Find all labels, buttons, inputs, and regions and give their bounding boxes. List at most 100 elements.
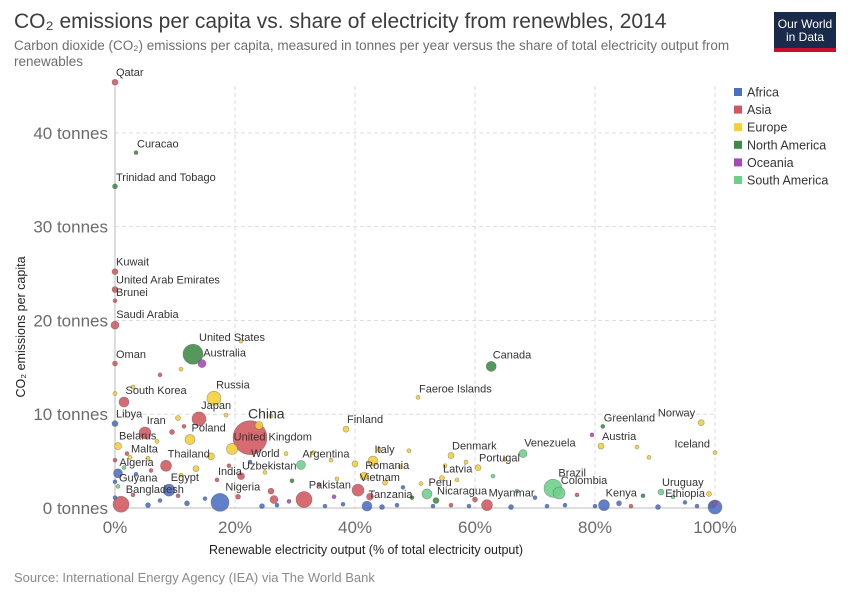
- data-point[interactable]: [400, 485, 406, 490]
- point-australia[interactable]: [197, 359, 207, 368]
- data-point[interactable]: [366, 492, 374, 501]
- data-point[interactable]: [448, 502, 454, 508]
- data-point[interactable]: [175, 415, 181, 421]
- data-point[interactable]: [328, 457, 334, 463]
- point-nigeria[interactable]: [210, 493, 230, 512]
- data-point[interactable]: [226, 463, 232, 469]
- legend-item-europe[interactable]: Europe: [747, 121, 787, 135]
- data-point[interactable]: [157, 372, 163, 378]
- point-italy[interactable]: [367, 455, 379, 467]
- data-point[interactable]: [589, 432, 595, 438]
- point-peru[interactable]: [421, 488, 433, 500]
- point-brunei[interactable]: [112, 298, 118, 304]
- data-point[interactable]: [133, 471, 139, 477]
- data-point[interactable]: [655, 504, 661, 510]
- point-vietnam[interactable]: [351, 483, 365, 497]
- data-point[interactable]: [490, 473, 496, 479]
- point-argentina[interactable]: [296, 460, 306, 470]
- data-point[interactable]: [112, 391, 118, 396]
- data-point[interactable]: [634, 444, 640, 450]
- data-point[interactable]: [181, 424, 187, 429]
- data-point[interactable]: [616, 500, 622, 507]
- data-point[interactable]: [262, 470, 268, 475]
- data-point[interactable]: [640, 493, 646, 499]
- data-point[interactable]: [112, 495, 118, 500]
- data-point[interactable]: [472, 496, 478, 503]
- data-point[interactable]: [274, 502, 280, 508]
- data-point[interactable]: [706, 491, 712, 497]
- data-point[interactable]: [145, 455, 151, 461]
- data-point[interactable]: [269, 495, 279, 504]
- data-point[interactable]: [340, 501, 346, 507]
- data-point[interactable]: [254, 421, 264, 430]
- data-point[interactable]: [628, 503, 634, 509]
- data-point[interactable]: [238, 338, 244, 344]
- legend-item-oceania[interactable]: Oceania: [747, 156, 794, 170]
- data-point[interactable]: [124, 451, 130, 456]
- point-venezuela[interactable]: [518, 449, 528, 458]
- point-oman[interactable]: [112, 360, 118, 367]
- point-iran[interactable]: [138, 426, 152, 440]
- data-point[interactable]: [235, 493, 241, 500]
- legend-item-asia[interactable]: Asia: [747, 103, 771, 117]
- point-kenya[interactable]: [598, 499, 610, 511]
- data-point[interactable]: [334, 476, 340, 482]
- point-thailand[interactable]: [160, 459, 172, 472]
- point-kuwait[interactable]: [111, 268, 119, 275]
- data-point[interactable]: [112, 479, 118, 485]
- data-point[interactable]: [316, 482, 322, 487]
- data-point[interactable]: [268, 413, 274, 419]
- point-united-states[interactable]: [182, 343, 204, 365]
- data-point[interactable]: [508, 504, 514, 510]
- point-pakistan[interactable]: [295, 491, 313, 508]
- data-point[interactable]: [670, 494, 676, 500]
- data-point[interactable]: [502, 456, 508, 462]
- data-point[interactable]: [430, 503, 436, 509]
- point-norway[interactable]: [697, 419, 705, 426]
- data-point[interactable]: [154, 439, 160, 444]
- point-united-kingdom[interactable]: [226, 443, 238, 455]
- point-malta[interactable]: [127, 455, 133, 460]
- point-united-arab-emirates[interactable]: [111, 286, 119, 293]
- data-point[interactable]: [682, 500, 688, 505]
- data-point[interactable]: [175, 493, 181, 499]
- data-point[interactable]: [145, 502, 151, 508]
- data-point[interactable]: [331, 494, 337, 500]
- data-point[interactable]: [574, 492, 580, 498]
- point-iceland[interactable]: [712, 450, 718, 455]
- point-uruguay[interactable]: [657, 488, 665, 496]
- point-trinidad-and-tobago[interactable]: [112, 183, 118, 190]
- data-point[interactable]: [169, 429, 175, 435]
- data-point[interactable]: [283, 451, 289, 456]
- point-poland[interactable]: [184, 434, 196, 445]
- data-point[interactable]: [121, 465, 127, 470]
- point-belarus[interactable]: [114, 442, 122, 450]
- point-libya[interactable]: [111, 420, 119, 427]
- point-faeroe-islands[interactable]: [415, 395, 421, 400]
- point-uzbekistan[interactable]: [237, 472, 245, 480]
- data-point[interactable]: [202, 496, 208, 501]
- point-canada[interactable]: [485, 361, 497, 372]
- legend-item-africa[interactable]: Africa: [747, 86, 779, 100]
- point-guyana[interactable]: [115, 484, 121, 489]
- point-saudi-arabia[interactable]: [110, 320, 120, 330]
- data-point[interactable]: [544, 503, 550, 509]
- data-point[interactable]: [454, 477, 460, 483]
- data-point[interactable]: [192, 465, 200, 472]
- data-point[interactable]: [442, 463, 448, 469]
- point-bangladesh[interactable]: [112, 495, 130, 513]
- data-point[interactable]: [148, 468, 154, 473]
- data-point[interactable]: [310, 450, 316, 455]
- data-point[interactable]: [646, 455, 652, 460]
- point-qatar[interactable]: [111, 78, 119, 86]
- data-point[interactable]: [112, 457, 118, 463]
- data-point[interactable]: [178, 472, 184, 478]
- data-point[interactable]: [157, 498, 163, 503]
- data-point[interactable]: [178, 366, 184, 372]
- data-point[interactable]: [379, 504, 385, 510]
- owid-logo[interactable]: Our World in Data: [774, 12, 836, 52]
- point-world[interactable]: [247, 459, 253, 465]
- point-curacao[interactable]: [133, 150, 139, 155]
- data-point[interactable]: [259, 503, 265, 509]
- data-point[interactable]: [463, 459, 469, 465]
